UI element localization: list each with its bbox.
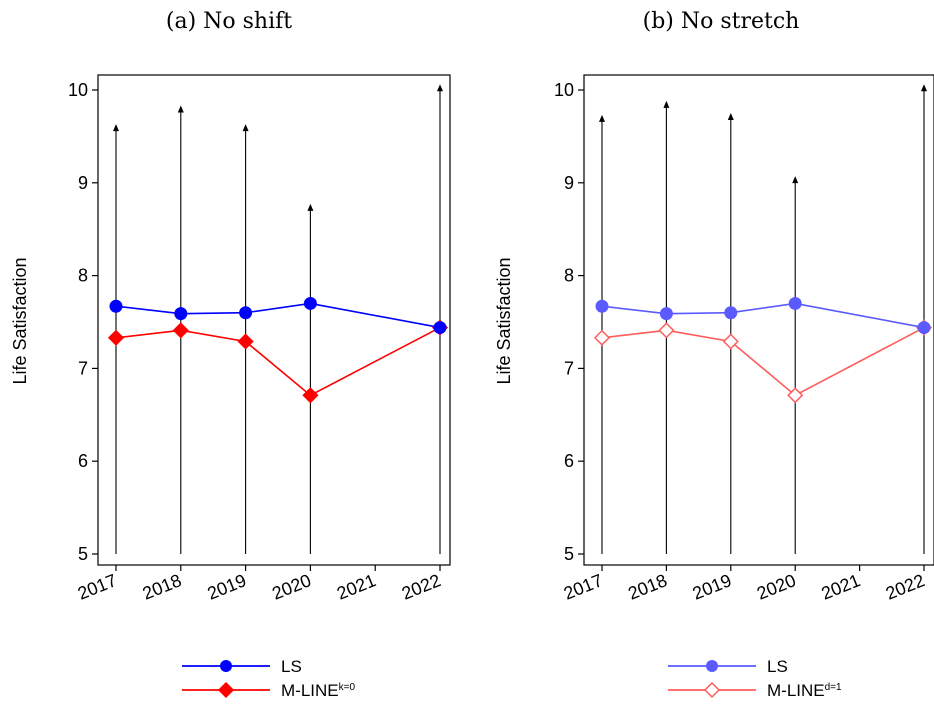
arrow-head [663,100,670,108]
x-tick-label: 2021 [818,570,863,604]
ls-point [595,299,609,313]
arrow-head [177,105,184,113]
ls-point [788,296,802,310]
chart-panel-1: (a) No shift Life Satisfaction 5 6 7 8 9 10 2017… [10,9,451,700]
y-tick-label: 9 [78,173,88,193]
x-tick-label: 2020 [269,570,314,604]
y-tick-label: 7 [564,358,574,378]
y-tick-label: 6 [564,451,574,471]
ls-point [174,307,188,321]
x-tick-label: 2017 [561,570,606,604]
panel-title: (b) No stretch [643,9,800,34]
legend-marker-m-line [703,681,721,699]
y-tick-label: 7 [78,358,88,378]
y-tick-label: 10 [68,80,88,100]
m-line-point [787,387,804,404]
y-tick-label: 6 [78,451,88,471]
x-tick-label: 2022 [883,570,928,604]
ls-point [724,306,738,320]
y-tick-label: 5 [564,544,574,564]
legend-superscript: k=0 [339,682,356,693]
legend-marker-m-line [217,681,235,699]
x-tick-label: 2019 [690,570,735,604]
legend: LS M-LINEk=0 [182,657,355,700]
plot-frame [583,74,934,566]
y-axis-label: Life Satisfaction [10,257,30,384]
ls-point [109,299,123,313]
x-tick-label: 2021 [334,570,379,604]
arrow-head [113,124,119,132]
x-tick-label: 2022 [399,570,444,604]
m-line-point [722,333,739,350]
y-tick-label: 8 [564,266,574,286]
arrow-head [242,124,249,132]
legend-label-ls: LS [281,657,302,676]
x-tick-label: 2017 [75,570,120,604]
plot-frame [97,74,451,566]
arrow-head [792,176,799,184]
m-line-line [601,326,925,397]
y-axis-label: Life Satisfaction [494,257,514,384]
y-tick-label: 10 [554,80,574,100]
m-line-point [658,322,675,339]
m-line-point [593,329,611,346]
m-line-point [172,322,189,339]
legend: LS M-LINEd=1 [668,657,842,700]
m-line-line [115,326,441,397]
legend-label-m-line: M-LINEd=1 [767,681,842,700]
arrow-head [727,112,734,120]
x-tick-label: 2019 [204,570,249,604]
arrow-head [437,84,443,92]
ls-line [601,302,925,329]
m-line-point [302,387,319,404]
ls-point [917,321,931,335]
legend-superscript: d=1 [825,682,842,693]
y-tick-label: 5 [78,544,88,564]
arrow-head [307,203,314,211]
chart-panel-2: (b) No stretch Life Satisfaction 5 6 7 8 9 10 20… [494,9,934,700]
m-line-point [107,329,125,346]
ls-point [239,306,253,320]
y-tick-label: 9 [564,173,574,193]
legend-label-m-line: M-LINEk=0 [281,681,355,700]
legend-label-ls: LS [767,657,788,676]
arrow-head [921,84,927,92]
x-tick-label: 2020 [754,570,799,604]
y-tick-label: 8 [78,266,88,286]
legend-marker-ls [706,660,718,672]
ls-point [659,307,673,321]
panel-title: (a) No shift [166,9,292,34]
x-tick-label: 2018 [625,570,670,604]
m-line-point [237,333,254,350]
ls-point [433,321,447,335]
x-tick-label: 2018 [140,570,185,604]
legend-marker-ls [220,660,232,672]
ls-line [115,302,441,329]
ls-point [303,296,317,310]
arrow-head [599,114,605,122]
